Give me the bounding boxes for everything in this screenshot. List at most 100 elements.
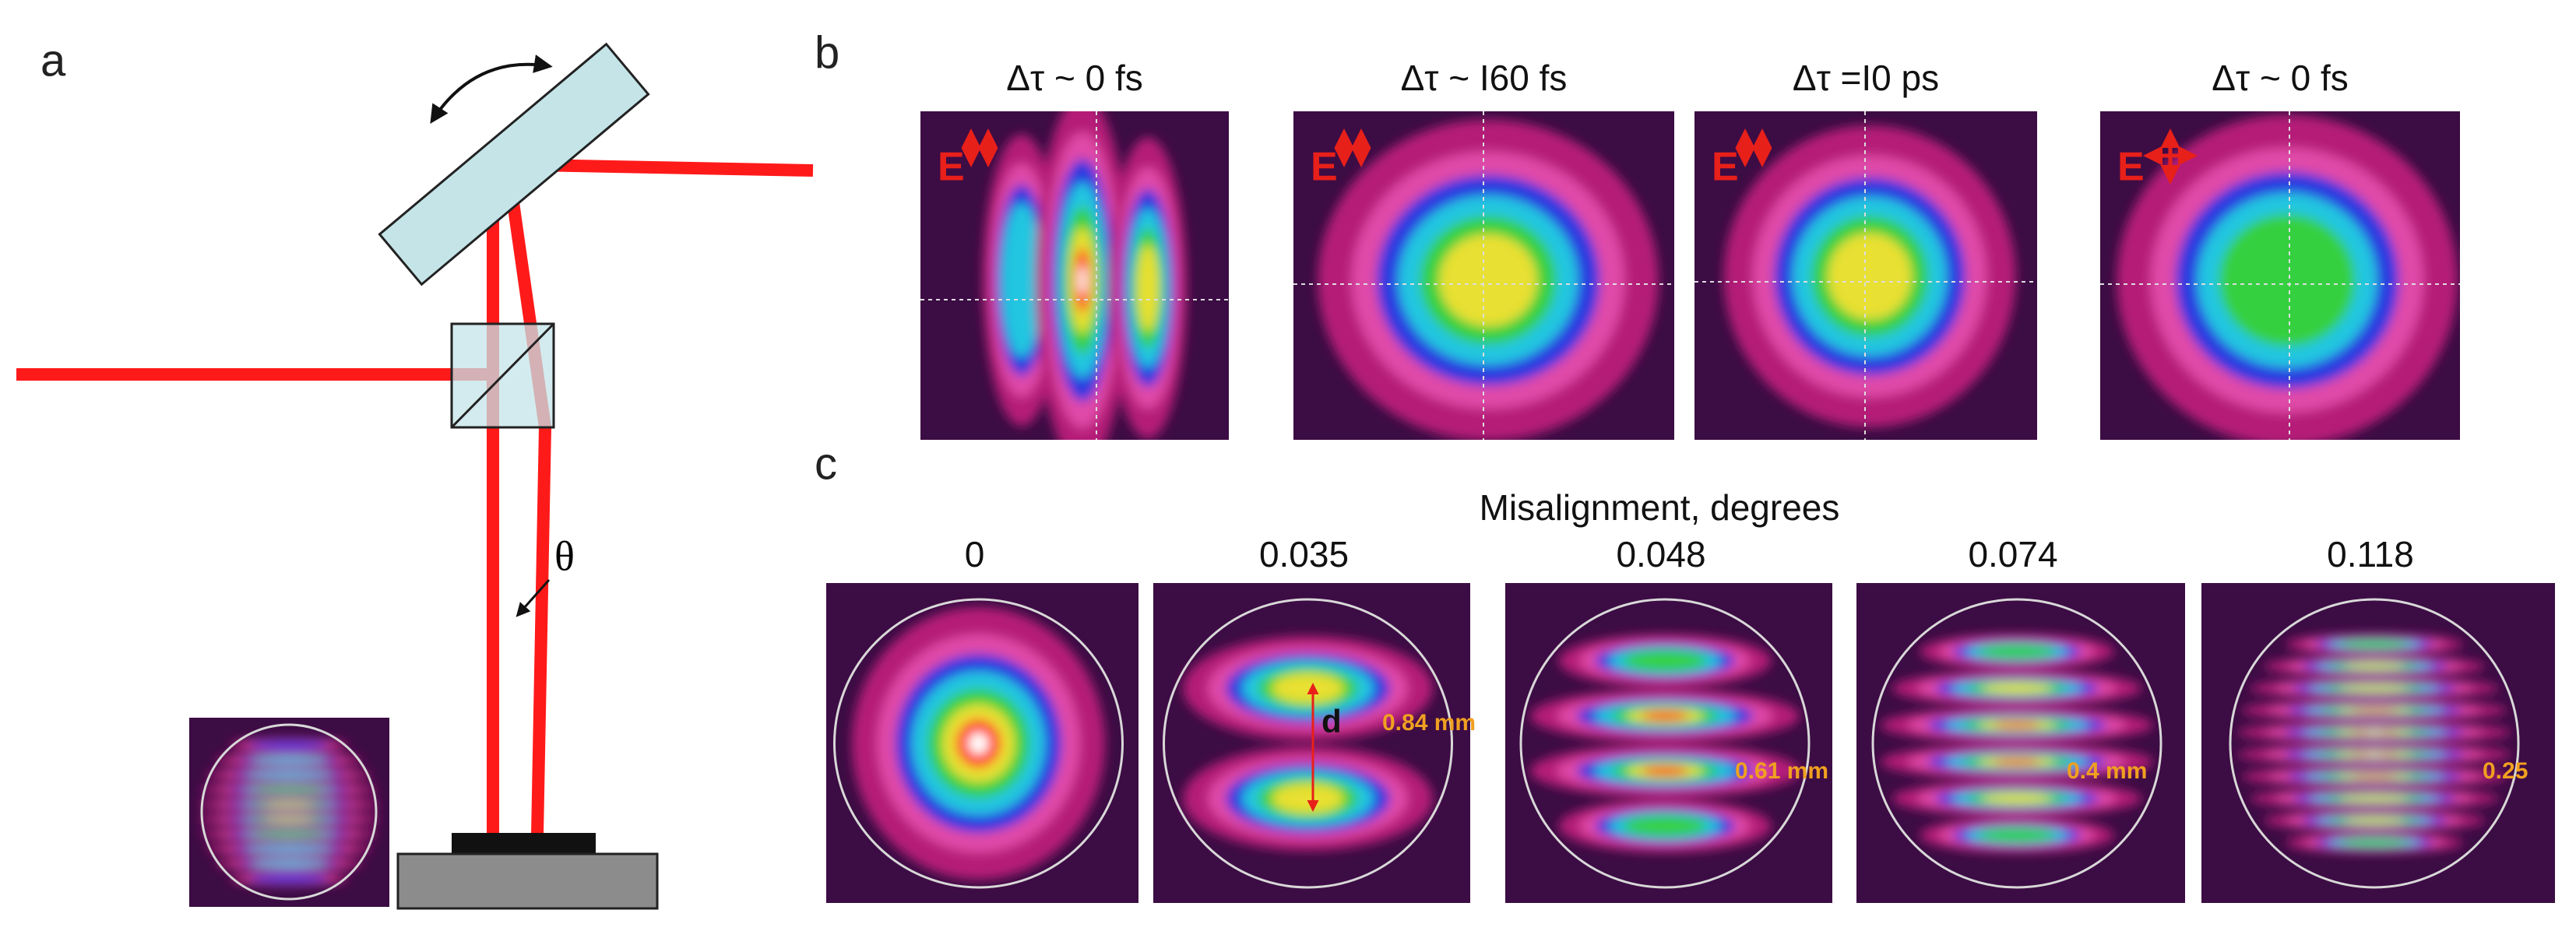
intensity [1530,634,1800,852]
intensity [983,111,1187,440]
intensity-level [1828,233,1912,320]
image-title: Δτ =I0 ps [1793,58,1939,98]
intensity-level [2363,731,2386,733]
intensity-level [1001,203,1043,357]
sample [452,833,596,854]
beam-content [826,583,1138,903]
intensity-level [1993,722,2041,729]
intensity-level [252,831,326,838]
beam-image [1505,583,1832,903]
intensity-level [1978,645,2056,659]
beam-images [189,111,2555,907]
beam-content [1505,583,1832,903]
panel-label: c [815,438,837,489]
intensity-level [262,817,316,822]
aperture [1163,598,1453,889]
beam-content [2100,111,2460,440]
field-label: E [2117,145,2145,190]
beam-content [920,111,1229,440]
beam-tilted [501,163,552,835]
intensity-level [2338,685,2411,692]
aperture [1519,598,1811,889]
intensity-level [249,859,329,868]
intensity-level [2363,754,2386,756]
image-title: 0.118 [2327,534,2414,574]
intensity-level [1641,711,1689,721]
intensity-level [2338,795,2411,802]
image-title: Δτ ~ 0 fs [1006,58,1142,98]
angle-pointer [516,579,551,617]
fringe-spacing: 0.61 mm [1735,758,1828,784]
beam-image [2100,111,2460,440]
intensity-level [2350,775,2398,778]
intensity-level [1272,673,1344,704]
intensity-level [2338,640,2410,649]
background [1856,583,2185,903]
panel-label: a [40,35,66,86]
intensity [852,607,1105,880]
image-title: Δτ ~ 0 fs [2212,58,2348,98]
intensity [1183,636,1433,851]
image-title: Δτ ~ I60 fs [1401,58,1568,98]
field-label: E [1311,145,1338,190]
beam-image [1153,583,1470,903]
background [1505,583,1832,903]
intensity-level [1622,650,1708,672]
beam-content [1293,111,1674,440]
fringe-spacing: 0.84 mm [1382,710,1476,736]
fringe-spacing: 0.25 [2483,758,2528,784]
intensity-level [252,786,326,793]
fringe-spacing: 0.4 mm [2067,758,2147,784]
intensity-level [1641,766,1689,776]
intensity [1880,634,2154,853]
beam-content [1153,583,1470,903]
beam-content [189,718,389,907]
image-labels: Δτ ~ 0 fs E Δτ ~ I60 fs E Δτ =I0 ps E Δτ ~ 0 f… [938,58,2528,812]
intensity-level [1622,815,1708,837]
rotation-arrow [430,54,553,125]
intensity-level [245,771,333,779]
intensity-level [2342,817,2406,824]
intensity-level [968,732,989,754]
stage [396,852,659,910]
beam-image [826,583,1138,903]
intensity-level [245,845,333,853]
image-title: 0.074 [1968,534,2057,574]
intensity-level [262,802,316,807]
setup-diagram: θ a [16,35,814,910]
aperture [1871,598,2163,889]
angle-label: θ [554,532,575,579]
beam-image [920,111,1229,440]
intensity-level [1439,234,1537,327]
intensity [2236,634,2512,853]
image-title: 0.048 [1616,534,1705,574]
intensity-level [1980,793,2053,804]
intensity-level [2342,663,2406,669]
intensity-level [1079,265,1086,295]
intensity-level [2338,838,2410,847]
aperture [2229,598,2520,889]
intensity [1723,125,2016,427]
spacing-symbol: d [1321,703,1342,740]
intensity-level [1136,244,1160,332]
beam-content [1856,583,2185,903]
intensity-level [249,740,329,750]
splitter-diagonal [450,322,555,429]
aperture [200,723,378,901]
mirror [378,42,650,286]
background [2201,583,2555,903]
panel-label: b [815,27,839,78]
beam-image [1293,111,1674,440]
beam-content [2201,583,2555,903]
intensity-level [2219,214,2356,346]
intensity-level [1980,683,2053,694]
intensity [1318,119,1659,440]
image-title: 0 [965,534,985,574]
image-title: 0.035 [1259,534,1349,574]
field-label: E [1712,145,1739,190]
beam-image [2201,583,2555,903]
intensity-level [1993,758,2041,765]
intensity-level [2350,708,2398,712]
beam-image [1856,583,2185,903]
